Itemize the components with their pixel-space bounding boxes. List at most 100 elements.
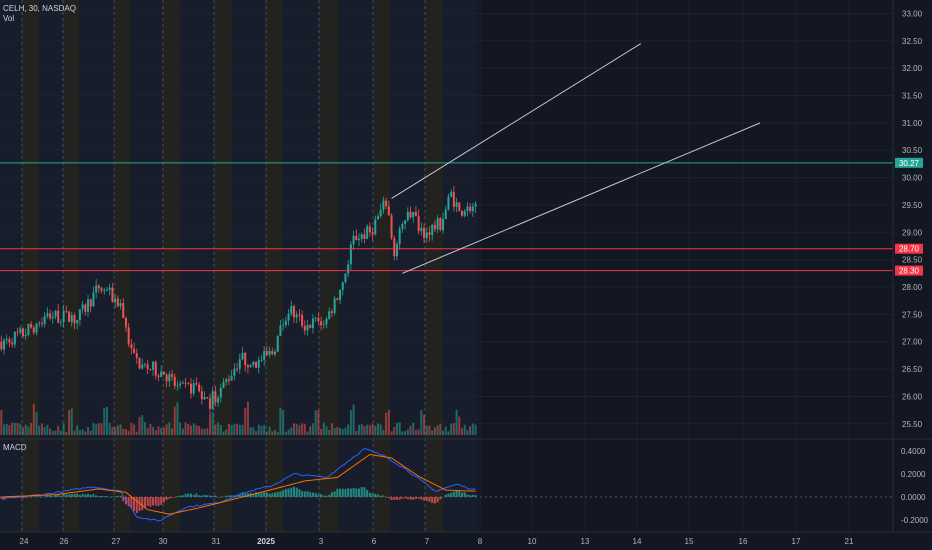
candle-body [135,353,138,358]
macd-histogram-bar [149,496,152,507]
volume-bar [311,423,314,435]
macd-histogram-bar [368,492,371,497]
volume-bar [382,430,385,435]
candle-body [70,315,73,323]
candle-body [463,210,466,216]
volume-bar [374,425,377,435]
candle-body [284,320,287,325]
volume-bar [92,423,95,435]
macd-histogram-bar [76,493,79,497]
macd-axis[interactable]: 0.4000 0.2000 0.0000 -0.2000 [901,447,929,525]
candle-body [276,335,279,352]
candle-body [8,339,11,343]
candle-body [461,210,463,216]
symbol-title[interactable]: CELH, 30, NASDAQ [3,4,76,13]
macd-histogram-bar [51,496,54,497]
macd-tick-label: -0.2000 [901,516,929,525]
macd-histogram-bar [366,489,369,497]
candle-body [127,327,130,345]
volume-bar [409,425,412,435]
macd-histogram-bar [62,493,65,497]
volume-bar [35,412,38,435]
macd-histogram-bar [203,494,206,497]
macd-histogram-bar [95,495,98,497]
candle-body [59,322,62,323]
macd-indicator-label[interactable]: MACD [3,443,27,452]
volume-bar [168,422,171,435]
candle-body [425,232,428,239]
candle-body [339,289,342,301]
time-tick-label: 10 [528,537,537,546]
volume-bar [276,431,279,435]
macd-histogram-bar [173,496,176,498]
volume-bar [379,424,382,435]
volume-bar [368,425,371,435]
volume-bar [181,428,184,435]
macd-histogram-bar [162,496,165,503]
volume-indicator-label[interactable]: Vol [3,14,15,23]
candle-body [260,359,263,361]
macd-histogram-bar [157,496,160,507]
macd-histogram-bar [344,488,347,497]
candle-body [214,391,217,403]
volume-bar [103,407,106,435]
volume-bar [143,422,146,435]
price-tick-label: 27.50 [902,310,923,319]
macd-histogram-bar [436,496,439,503]
macd-histogram-bar [401,496,404,499]
macd-histogram-bar [474,495,477,497]
price-tick-label: 25.50 [902,420,923,429]
volume-bar [217,422,220,435]
candle-body [173,376,176,387]
volume-bar [171,428,174,435]
volume-bar [455,409,458,435]
macd-histogram-bar [406,496,409,500]
volume-bars [0,401,477,435]
candle-body [38,323,41,324]
macd-histogram-bar [379,495,382,497]
candle-body [295,314,298,318]
macd-histogram-bar [458,491,461,497]
candle-body [452,191,455,207]
volume-bar [157,426,160,435]
trendline[interactable] [391,43,642,199]
time-axis[interactable]: 24 26 27 30 31 2025 3 6 7 8 10 13 14 15 16 17 21 [20,537,854,546]
volume-bar [328,429,331,435]
macd-histogram-bar [227,495,230,497]
trendlines[interactable] [391,43,761,274]
candle-body [133,348,136,354]
volume-bar [444,426,447,435]
volume-bar [97,423,100,435]
volume-bar [347,424,350,435]
candle-body [81,304,84,310]
volume-bar [152,426,155,435]
macd-histogram-bar [219,496,222,498]
macd-histogram-bar [374,493,377,497]
volume-bar [363,426,366,435]
candle-body [225,379,228,382]
volume-bar [57,425,60,435]
macd-histogram-bar [341,488,344,497]
day-separators [21,0,426,532]
trendline[interactable] [402,122,761,274]
volume-bar [233,423,236,435]
volume-bar [287,429,290,435]
signal-line [1,453,476,515]
candle-body [184,382,187,384]
price-axis[interactable]: 33.00 32.50 32.00 31.50 31.00 30.50 30.00 29.50… [902,9,923,428]
macd-histogram-bar [122,496,125,502]
macd-histogram-bar [68,494,71,497]
volume-bar [211,411,214,435]
candle-body [390,215,393,239]
macd-histogram-bar [92,494,95,497]
candle-body [265,351,268,355]
candle-body [141,364,144,369]
volume-bar [371,423,374,435]
volume-bar [244,408,247,435]
horizontal-levels[interactable] [0,162,893,272]
volume-bar [474,424,477,435]
candle-body [154,361,157,376]
volume-bar [387,410,390,435]
candle-body [230,375,233,381]
